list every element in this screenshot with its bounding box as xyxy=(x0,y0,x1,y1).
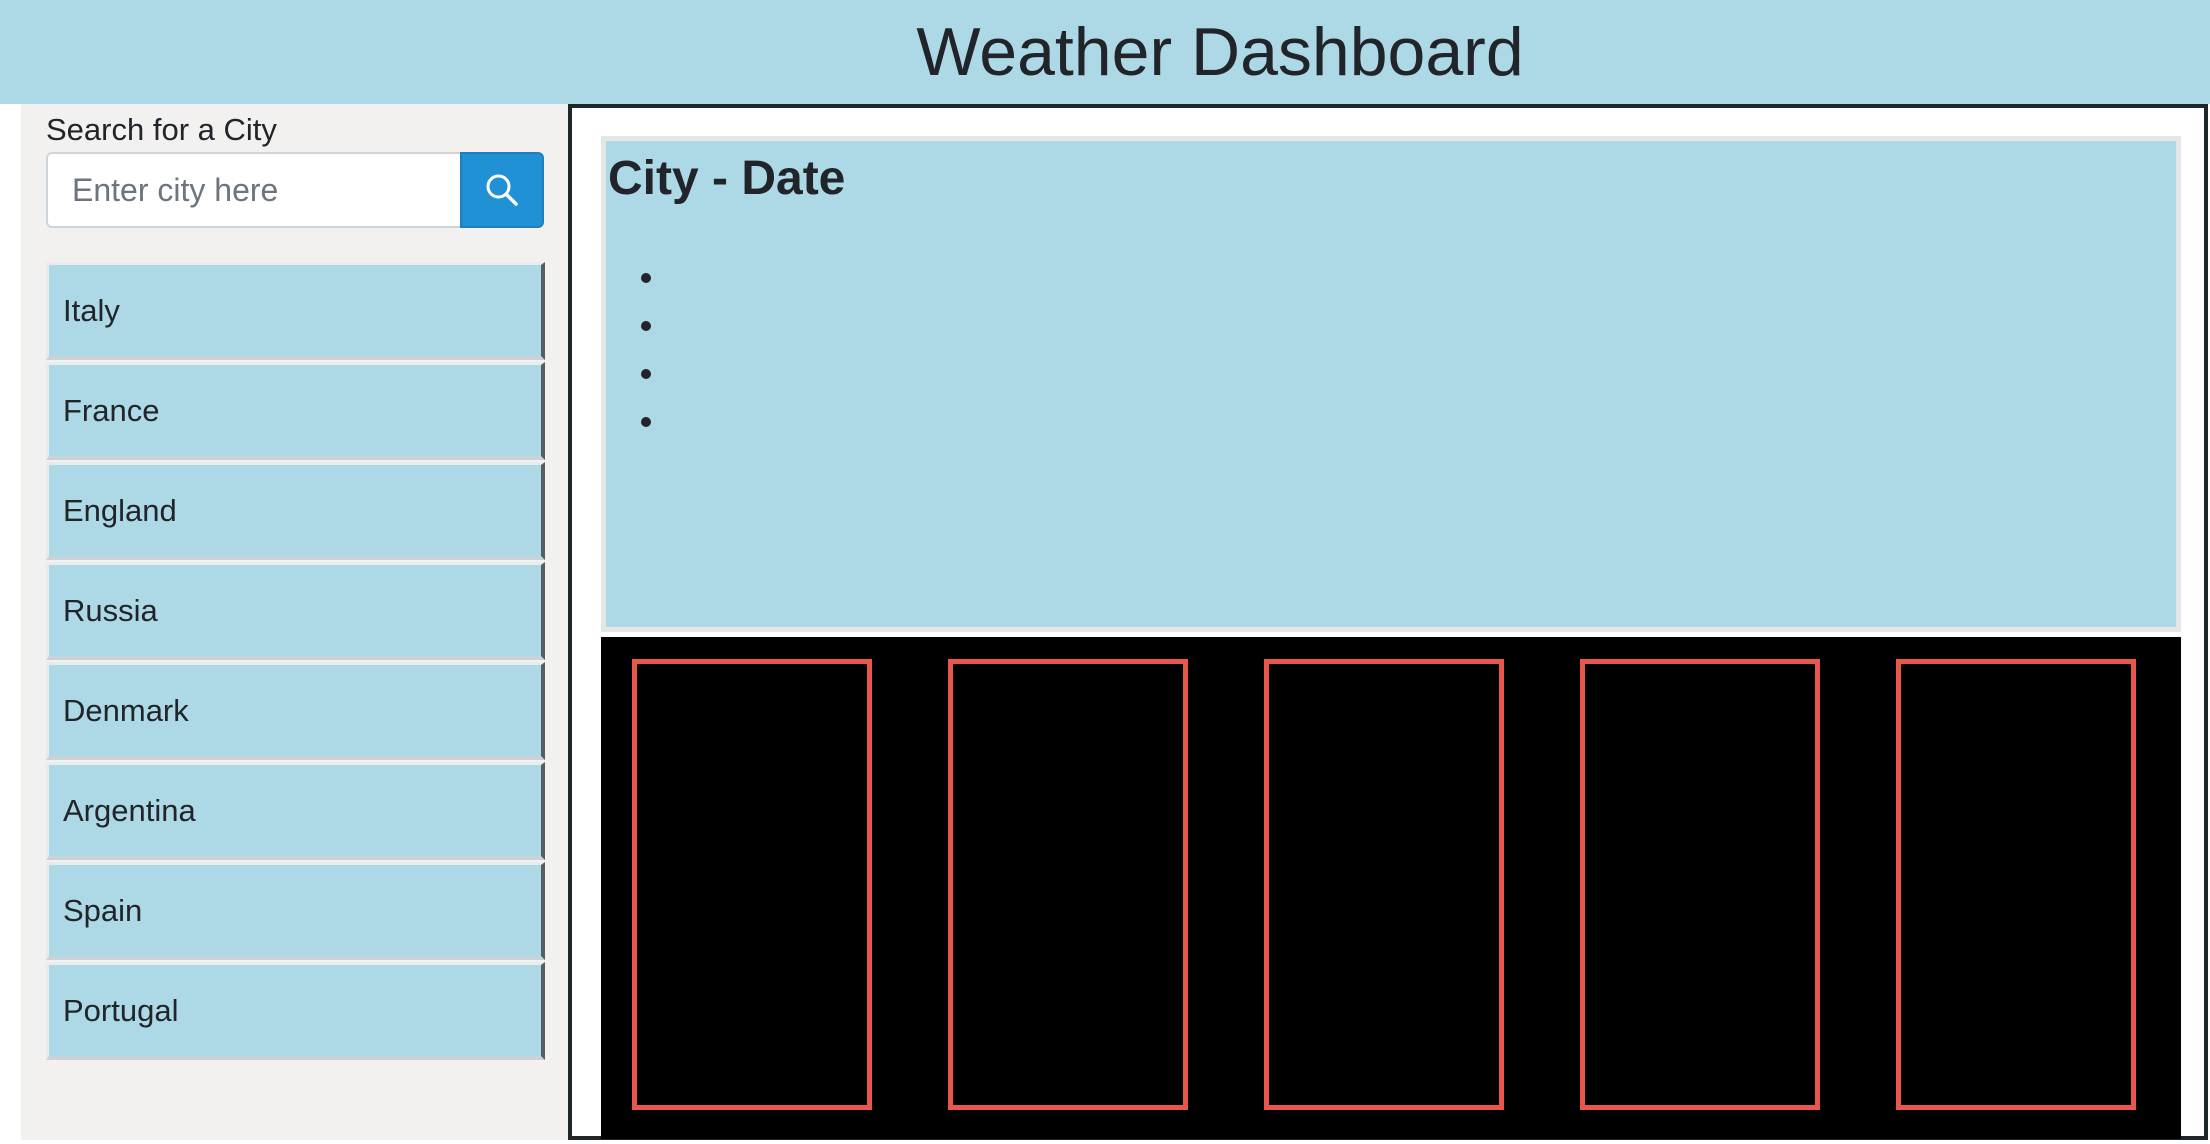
current-weather-details xyxy=(606,253,668,445)
city-search-input[interactable] xyxy=(46,152,460,228)
city-button-denmark[interactable]: Denmark xyxy=(46,662,545,760)
city-button-spain[interactable]: Spain xyxy=(46,862,545,960)
forecast-card xyxy=(1896,659,2136,1110)
forecast-card xyxy=(632,659,872,1110)
city-button-france[interactable]: France xyxy=(46,362,545,460)
forecast-panel xyxy=(601,637,2181,1139)
city-label: Portugal xyxy=(63,992,179,1028)
search-icon xyxy=(486,174,518,206)
main-panel: City - Date xyxy=(568,104,2208,1140)
forecast-card xyxy=(948,659,1188,1110)
search-button[interactable] xyxy=(460,152,544,228)
city-history-list: Italy France England Russia Denmark Arge… xyxy=(46,262,545,1062)
current-weather-panel: City - Date xyxy=(601,136,2181,632)
current-city-date-title: City - Date xyxy=(608,152,846,205)
forecast-card xyxy=(1580,659,1820,1110)
page-title: Weather Dashboard xyxy=(916,14,1524,90)
city-button-england[interactable]: England xyxy=(46,462,545,560)
city-button-russia[interactable]: Russia xyxy=(46,562,545,660)
city-label: Russia xyxy=(63,592,158,628)
city-label: Argentina xyxy=(63,792,196,828)
city-label: France xyxy=(63,392,160,428)
sidebar: Search for a City Italy France England R… xyxy=(21,104,568,1140)
city-button-portugal[interactable]: Portugal xyxy=(46,962,545,1060)
city-label: England xyxy=(63,492,177,528)
city-label: Denmark xyxy=(63,692,189,728)
city-button-argentina[interactable]: Argentina xyxy=(46,762,545,860)
city-button-italy[interactable]: Italy xyxy=(46,262,545,360)
forecast-card xyxy=(1264,659,1504,1110)
search-group xyxy=(46,152,544,228)
search-label: Search for a City xyxy=(46,112,277,147)
page-header: Weather Dashboard xyxy=(0,0,2210,104)
city-label: Italy xyxy=(63,292,120,328)
city-label: Spain xyxy=(63,892,143,928)
